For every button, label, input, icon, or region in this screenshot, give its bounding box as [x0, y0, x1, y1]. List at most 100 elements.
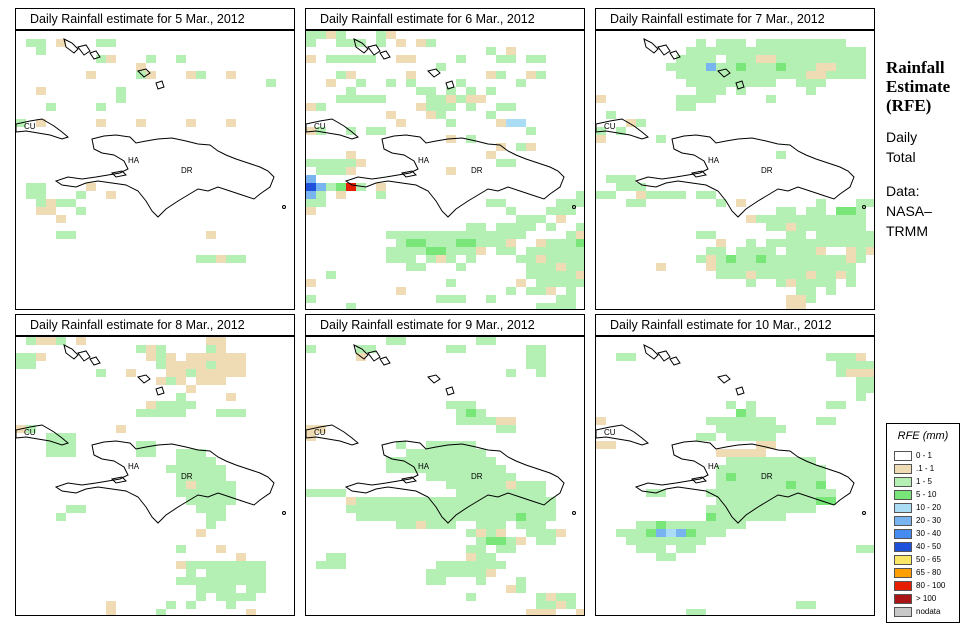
rain-cell — [476, 465, 486, 473]
rain-cell — [766, 55, 776, 63]
rain-cell — [386, 247, 396, 255]
rain-cell — [786, 239, 796, 247]
rain-cell — [216, 473, 226, 481]
rain-cell — [776, 271, 786, 279]
rain-cell — [466, 231, 476, 239]
rain-cell — [846, 231, 856, 239]
rain-cell — [756, 263, 766, 271]
rain-cell — [766, 489, 776, 497]
rain-cell — [246, 569, 256, 577]
rain-cell — [196, 505, 206, 513]
rain-cell — [186, 401, 196, 409]
rain-cell — [456, 473, 466, 481]
rain-cell — [406, 513, 416, 521]
rain-cell — [686, 95, 696, 103]
rain-cell — [176, 545, 186, 553]
rain-cell — [146, 449, 156, 457]
rain-cell — [426, 577, 436, 585]
rain-cell — [706, 513, 716, 521]
rain-cell — [436, 95, 446, 103]
rain-cell — [486, 473, 496, 481]
rain-cell — [746, 247, 756, 255]
rain-cell — [376, 31, 386, 39]
rain-cell — [806, 223, 816, 231]
rain-cell — [446, 95, 456, 103]
rain-cell — [476, 223, 486, 231]
rain-cell — [826, 497, 836, 505]
rain-cell — [46, 433, 56, 441]
rain-cell — [56, 449, 66, 457]
rain-cell — [356, 95, 366, 103]
rain-cell — [456, 465, 466, 473]
rain-cell — [306, 191, 316, 199]
rain-cell — [466, 545, 476, 553]
rain-cell — [186, 473, 196, 481]
rain-cell — [746, 409, 756, 417]
rain-cell — [566, 593, 576, 601]
rain-cell — [196, 369, 206, 377]
rain-cell — [486, 231, 496, 239]
rain-cell — [426, 521, 436, 529]
country-label-cu: CU — [24, 122, 36, 131]
rain-cell — [476, 473, 486, 481]
rain-cell — [216, 489, 226, 497]
panel-title-3: Daily Rainfall estimate for 7 Mar., 2012 — [595, 8, 875, 30]
map-canvas: CU HA DR — [596, 38, 874, 309]
rain-cell — [686, 79, 696, 87]
rain-cell — [406, 263, 416, 271]
rain-cell — [746, 449, 756, 457]
rain-cell — [716, 489, 726, 497]
rain-cell — [746, 279, 756, 287]
rain-cell — [506, 497, 516, 505]
rainfall-map-4: CU HA DR — [15, 336, 295, 616]
rain-cell — [486, 513, 496, 521]
rain-cell — [526, 521, 536, 529]
rain-cell — [696, 537, 706, 545]
island-coastline — [657, 44, 671, 56]
rain-cell — [486, 521, 496, 529]
rain-cell — [136, 409, 146, 417]
rain-cell — [536, 263, 546, 271]
rain-cells — [596, 353, 874, 615]
rain-cell — [716, 71, 726, 79]
rain-cell — [806, 239, 816, 247]
legend-entry: 65 - 80 — [894, 567, 941, 578]
rain-cell — [446, 255, 456, 263]
rain-cell — [766, 417, 776, 425]
rain-cell — [846, 223, 856, 231]
rain-cell — [566, 303, 576, 309]
rain-cell — [556, 601, 566, 609]
rain-cell — [766, 271, 776, 279]
island-coastline — [643, 38, 659, 54]
rain-cell — [496, 71, 506, 79]
rain-cell — [836, 361, 846, 369]
rain-cell — [516, 513, 526, 521]
rain-cell — [606, 111, 616, 119]
rain-cell — [176, 401, 186, 409]
coastlines — [596, 38, 866, 218]
rain-cell — [526, 127, 536, 135]
rain-cell — [306, 159, 316, 167]
rain-cell — [726, 449, 736, 457]
rain-cell — [476, 449, 486, 457]
rain-cell — [546, 207, 556, 215]
rain-cell — [746, 63, 756, 71]
rain-cell — [696, 231, 706, 239]
rain-cell — [816, 263, 826, 271]
rain-cell — [806, 55, 816, 63]
rain-cell — [716, 47, 726, 55]
rain-cell — [786, 271, 796, 279]
rain-cell — [436, 513, 446, 521]
rain-cell — [176, 55, 186, 63]
rain-cell — [736, 481, 746, 489]
rain-cell — [786, 303, 796, 309]
rain-cell — [706, 529, 716, 537]
rain-cell — [346, 167, 356, 175]
rain-cell — [526, 223, 536, 231]
rain-cell — [856, 255, 866, 263]
rain-cell — [826, 71, 836, 79]
rain-cell — [166, 601, 176, 609]
rain-cell — [26, 425, 36, 433]
rain-cell — [716, 239, 726, 247]
rain-cell — [786, 295, 796, 303]
